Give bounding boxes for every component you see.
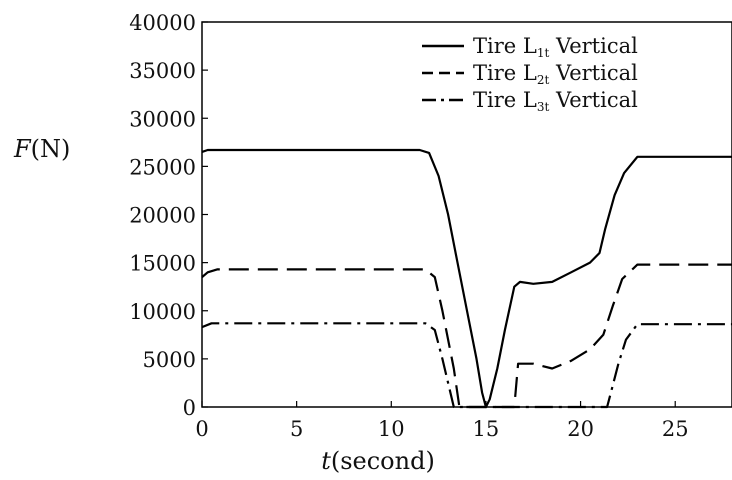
y-tick-label: 10000	[129, 300, 196, 324]
y-tick-label: 20000	[129, 204, 196, 228]
y-tick-label: 40000	[129, 11, 196, 35]
y-tick-label: 25000	[129, 155, 196, 179]
y-tick-label: 0	[183, 396, 196, 420]
series-line-3	[201, 322, 732, 409]
series-line-1	[201, 148, 732, 409]
y-tick-label: 15000	[129, 252, 196, 276]
legend-entry-2: Tire L2t Vertical	[473, 61, 638, 87]
plot-area: 0 5 10 15 20 25 0 5000 10000 15000 20000 25000 3000…	[129, 11, 732, 441]
x-axis-label-unit: (second)	[331, 447, 435, 475]
y-axis-label-unit: (N)	[31, 135, 71, 163]
y-axis-label-var: F	[13, 135, 32, 163]
legend-entry-1: Tire L1t Vertical	[473, 34, 638, 60]
series-layer	[201, 148, 732, 409]
series-line-2	[201, 263, 732, 409]
x-tick-label: 15	[473, 417, 500, 441]
x-axis-label: t(second)	[321, 447, 435, 475]
x-tick-label: 10	[378, 417, 405, 441]
y-axis: 0 5000 10000 15000 20000 25000 30000 35000 40000	[129, 11, 208, 420]
legend-entry-3: Tire L3t Vertical	[473, 88, 638, 114]
x-axis-label-var: t	[321, 447, 331, 475]
y-axis-label: F(N)	[13, 135, 70, 163]
x-tick-label: 20	[567, 417, 594, 441]
y-tick-label: 30000	[129, 107, 196, 131]
x-tick-label: 25	[662, 417, 689, 441]
y-tick-label: 35000	[129, 59, 196, 83]
plot-frame	[201, 21, 732, 408]
x-tick-label: 5	[290, 417, 303, 441]
x-tick-label: 0	[195, 417, 208, 441]
x-axis: 0 5 10 15 20 25	[195, 401, 689, 441]
y-tick-label: 5000	[143, 348, 196, 372]
